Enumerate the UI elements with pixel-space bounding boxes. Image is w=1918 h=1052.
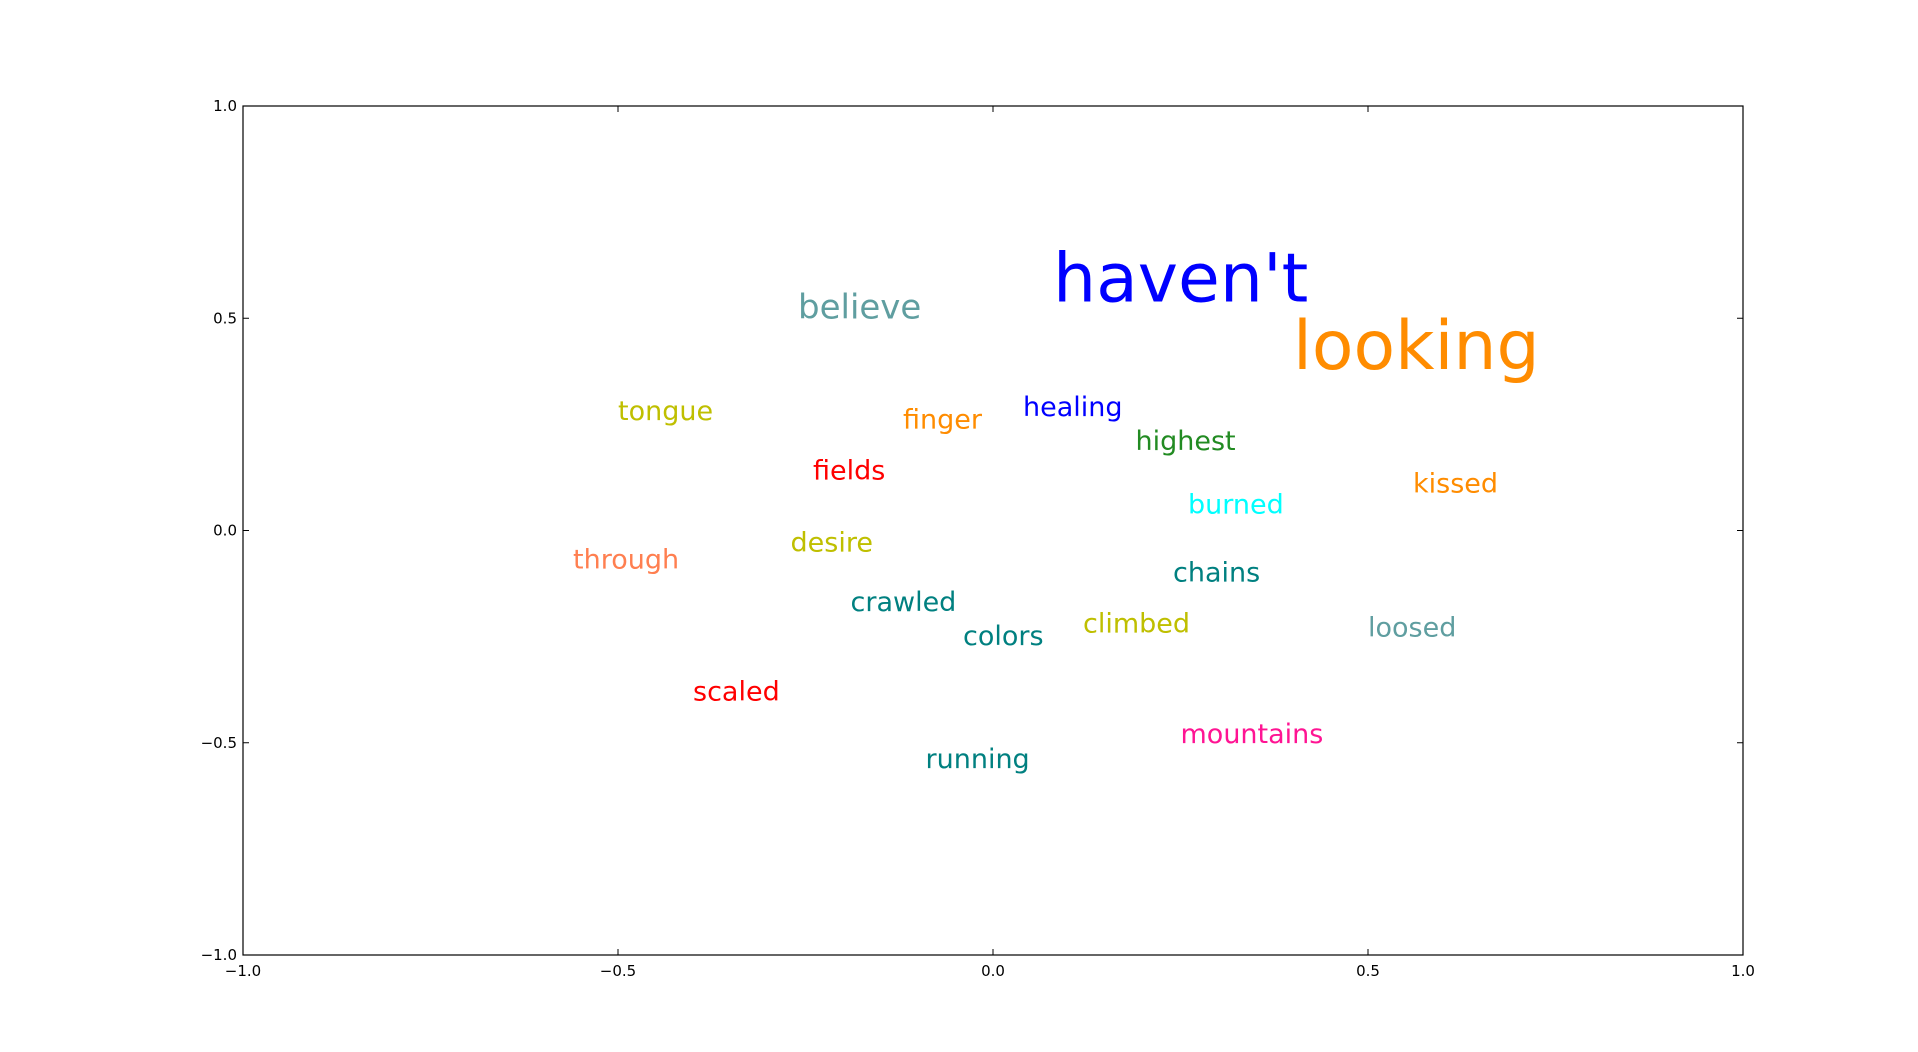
x-tick-label: 0.5 xyxy=(1356,962,1380,980)
word-label: scaled xyxy=(693,676,780,707)
word-label: tongue xyxy=(618,396,713,427)
y-axis-tick-labels: −1.0 −0.5 0.0 0.5 1.0 xyxy=(201,97,237,964)
x-axis-tick-labels: −1.0 −0.5 0.0 0.5 1.0 xyxy=(225,962,1755,980)
axis-ticks xyxy=(242,105,1744,956)
word-label: believe xyxy=(798,287,921,327)
word-label: running xyxy=(926,744,1030,775)
x-tick-label: −0.5 xyxy=(600,962,636,980)
word-label: colors xyxy=(963,621,1044,652)
word-label: climbed xyxy=(1083,608,1190,639)
word-label: loosed xyxy=(1368,613,1456,644)
word-label: fields xyxy=(813,456,885,487)
y-tick-label: 0.0 xyxy=(213,522,237,540)
word-label: desire xyxy=(791,528,873,559)
word-label: chains xyxy=(1173,557,1260,588)
y-tick-label: 1.0 xyxy=(213,97,237,115)
plot-area-frame xyxy=(242,105,1744,956)
y-tick-label: 0.5 xyxy=(213,309,237,327)
word-label: through xyxy=(573,545,679,576)
word-label: highest xyxy=(1136,426,1236,457)
x-tick-label: 0.0 xyxy=(981,962,1005,980)
word-label: looking xyxy=(1293,307,1540,386)
y-tick-label: −1.0 xyxy=(201,946,237,964)
word-label: healing xyxy=(1023,392,1123,423)
word-label: mountains xyxy=(1181,719,1324,750)
y-tick-label: −0.5 xyxy=(201,734,237,752)
word-label: crawled xyxy=(851,587,957,618)
x-tick-label: 1.0 xyxy=(1731,962,1755,980)
word-label: burned xyxy=(1188,490,1284,521)
word-label: kissed xyxy=(1413,468,1498,499)
word-label: finger xyxy=(903,405,983,436)
word-label: haven't xyxy=(1053,239,1308,318)
x-tick-label: −1.0 xyxy=(225,962,261,980)
